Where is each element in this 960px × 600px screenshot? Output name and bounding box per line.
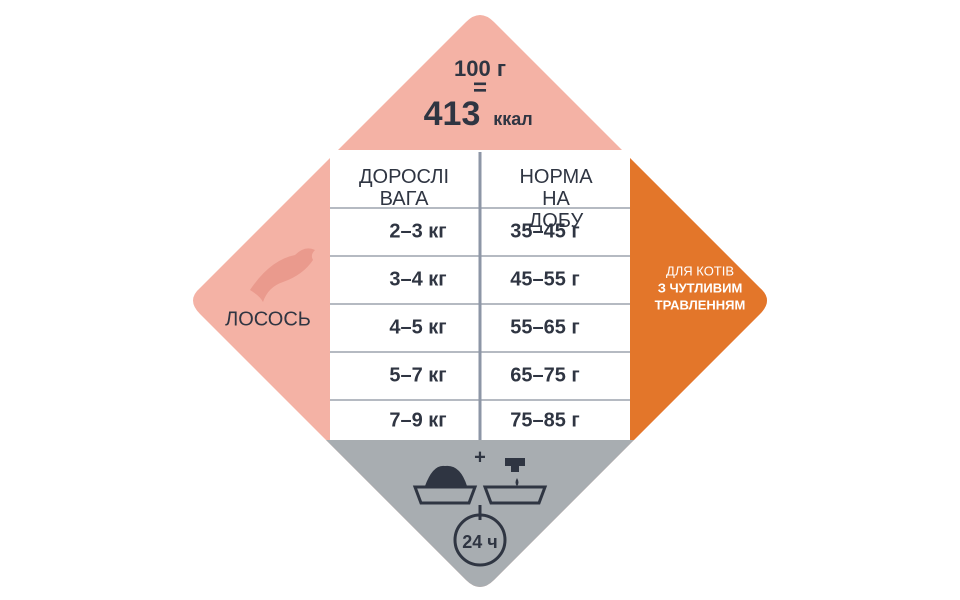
header-weight: ДОРОСЛІ ВАГА bbox=[359, 166, 449, 210]
plus: + bbox=[474, 446, 486, 468]
kcal-unit: ккал bbox=[493, 109, 532, 129]
target-line: ДЛЯ КОТІВ bbox=[666, 263, 734, 278]
target-line: ТРАВЛЕННЯМ bbox=[655, 297, 746, 312]
table-cell: 4–5 кг bbox=[389, 316, 446, 338]
equals: = bbox=[473, 74, 487, 101]
table-cell: 45–55 г bbox=[510, 268, 580, 290]
table-cell: 35–45 г bbox=[510, 220, 580, 242]
kcal-value: 413 bbox=[424, 95, 481, 133]
food-icon bbox=[425, 465, 467, 486]
fish-icon bbox=[250, 248, 315, 302]
table-cell: 3–4 кг bbox=[389, 268, 446, 290]
flavor: ЛОСОСЬ bbox=[225, 308, 311, 330]
table-cell: 2–3 кг bbox=[389, 220, 446, 242]
header-norm: НОРМА НА ДОБУ bbox=[519, 166, 593, 232]
target-line: З ЧУТЛИВИМ bbox=[658, 280, 743, 295]
table-cell: 65–75 г bbox=[510, 364, 580, 386]
table-cell: 5–7 кг bbox=[389, 364, 446, 386]
amount: 100 г bbox=[454, 56, 506, 81]
table-cell: 55–65 г bbox=[510, 316, 580, 338]
table-cell: 7–9 кг bbox=[389, 409, 446, 431]
rows: 2–3 кг 35–45 г 3–4 кг 45–55 г 4–5 кг 55–65 г 5… bbox=[389, 220, 579, 431]
icons bbox=[412, 485, 548, 567]
time: 24 ч bbox=[462, 532, 497, 552]
table-lines bbox=[330, 152, 630, 440]
tap-icon bbox=[505, 458, 525, 486]
table-cell: 75–85 г bbox=[510, 409, 580, 431]
